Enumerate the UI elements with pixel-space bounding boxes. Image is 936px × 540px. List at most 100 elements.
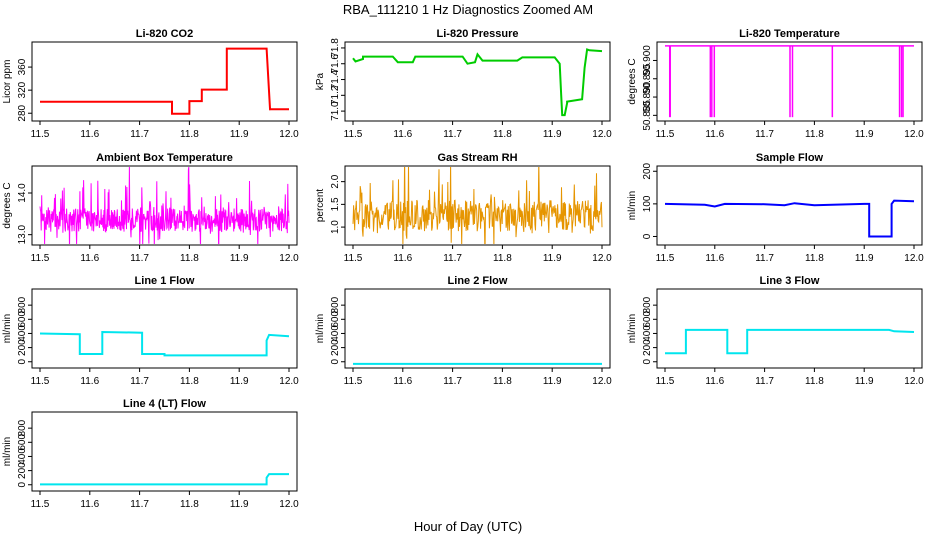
data-dip-mark: [831, 45, 834, 118]
y-tick-label: 200: [17, 339, 28, 356]
plot-area: [39, 167, 290, 244]
y-tick-label: 320: [17, 81, 28, 98]
y-tick-label: 200: [642, 162, 653, 179]
x-tick-label: 12.0: [279, 376, 299, 387]
x-tick-label: 12.0: [279, 129, 299, 140]
y-tick-label: 600: [17, 434, 28, 451]
x-tick-label: 12.0: [279, 253, 299, 264]
y-tick-label: 200: [330, 339, 341, 356]
x-tick-label: 11.6: [393, 129, 412, 140]
x-tick-label: 11.5: [31, 129, 50, 140]
y-tick-label: 0: [17, 482, 28, 488]
x-tick-label: 11.9: [230, 376, 249, 387]
data-series-line: [665, 328, 915, 355]
x-tick-label: 11.6: [705, 376, 724, 387]
plot-frame: [344, 165, 611, 246]
data-dip-mark: [709, 45, 712, 118]
plot-frame: [31, 411, 298, 492]
x-tick-label: 11.9: [855, 253, 874, 264]
x-tick-label: 12.0: [279, 499, 299, 510]
y-axis-label: ml/min: [2, 437, 13, 466]
panel-grid: Li-820 CO2 Licor ppm 11.5 11.6 11.7 11.8 11.9 1…: [2, 28, 924, 510]
x-tick-label: 12.0: [904, 376, 924, 387]
x-tick-label: 11.9: [543, 253, 562, 264]
y-tick-label: 600: [330, 311, 341, 328]
y-tick-label: 1.5: [330, 197, 341, 211]
plot-area: [39, 330, 290, 357]
plot-area: [40, 47, 289, 115]
x-tick-label: 11.7: [755, 129, 774, 140]
panel-gas_rh: Gas Stream RH percent 11.5 11.6 11.7 11.8 11.9…: [315, 152, 612, 264]
x-tick-label: 11.5: [656, 129, 675, 140]
y-axis-label: Licor ppm: [2, 60, 13, 104]
panel-title: Sample Flow: [756, 152, 824, 164]
x-tick-label: 11.7: [130, 253, 149, 264]
plot-area: [665, 45, 914, 118]
x-tick-label: 11.9: [230, 129, 249, 140]
y-tick-label: 400: [17, 325, 28, 342]
plot-area: [40, 473, 289, 486]
y-tick-label: 14.0: [17, 183, 28, 203]
y-tick-label: 400: [330, 325, 341, 342]
x-tick-label: 11.5: [656, 376, 675, 387]
y-tick-label: 360: [17, 58, 28, 75]
y-tick-label: 0: [17, 359, 28, 365]
x-tick-label: 11.9: [855, 376, 874, 387]
x-tick-label: 11.7: [443, 129, 462, 140]
y-axis-label: ml/min: [2, 314, 13, 343]
x-tick-label: 11.8: [805, 129, 824, 140]
x-tick-label: 11.8: [180, 129, 199, 140]
x-tick-label: 11.8: [493, 129, 512, 140]
data-series-line: [352, 167, 603, 244]
y-tick-label: 71.6: [330, 54, 341, 74]
x-tick-label: 11.6: [705, 253, 724, 264]
x-tick-label: 11.5: [344, 376, 363, 387]
x-tick-label: 11.8: [180, 376, 199, 387]
data-series-line: [40, 47, 289, 115]
plot-frame: [656, 288, 923, 369]
y-axis-label: degrees C: [627, 58, 638, 104]
panel-sample_flow: Sample Flow ml/min 11.5 11.6 11.7 11.8 11.9 12.…: [627, 152, 924, 264]
plot-frame: [656, 165, 923, 246]
y-tick-label: 71.8: [330, 38, 341, 58]
panel-title: Line 4 (LT) Flow: [123, 398, 206, 410]
y-axis-label: ml/min: [627, 191, 638, 220]
panel-co2: Li-820 CO2 Licor ppm 11.5 11.6 11.7 11.8 11.9 1…: [2, 28, 299, 140]
y-tick-label: 800: [642, 296, 653, 313]
data-series-line: [664, 199, 915, 238]
y-tick-label: 1.0: [330, 220, 341, 234]
x-tick-label: 11.6: [80, 253, 99, 264]
plot-frame: [31, 288, 298, 369]
data-dip-mark: [900, 45, 903, 118]
x-tick-label: 11.5: [31, 376, 50, 387]
y-tick-label: 400: [17, 448, 28, 465]
plot-area: [352, 48, 603, 117]
y-axis-label: ml/min: [627, 314, 638, 343]
panel-title: Li-820 Pressure: [437, 28, 519, 40]
panel-line4_flow: Line 4 (LT) Flow ml/min 11.5 11.6 11.7 11.8 11…: [2, 398, 299, 510]
x-tick-label: 11.8: [493, 376, 512, 387]
x-tick-label: 11.7: [755, 376, 774, 387]
data-dip-mark: [713, 45, 716, 118]
y-tick-label: 0: [642, 233, 653, 239]
y-tick-label: 280: [17, 104, 28, 121]
x-tick-label: 11.6: [80, 129, 99, 140]
data-dip-mark: [711, 45, 713, 118]
x-tick-label: 11.6: [80, 499, 99, 510]
panel-ambient_temp: Ambient Box Temperature degrees C 11.5 11.6…: [2, 152, 299, 264]
plot-frame: [31, 41, 298, 122]
panel-title: Line 3 Flow: [760, 275, 820, 287]
plot-area: [664, 199, 915, 238]
x-tick-label: 12.0: [904, 253, 924, 264]
y-tick-label: 2.0: [330, 174, 341, 188]
x-tick-label: 11.7: [443, 376, 462, 387]
x-tick-label: 11.5: [656, 253, 675, 264]
y-tick-label: 0: [642, 359, 653, 365]
panel-title: Line 2 Flow: [448, 275, 508, 287]
panel-licor_temp: Li-820 Temperature degrees C 11.5 11.6 11.7 1…: [627, 28, 924, 140]
y-tick-label: 400: [642, 325, 653, 342]
x-tick-label: 12.0: [592, 376, 612, 387]
x-tick-label: 11.6: [393, 376, 412, 387]
y-axis-label: kPa: [315, 72, 326, 90]
